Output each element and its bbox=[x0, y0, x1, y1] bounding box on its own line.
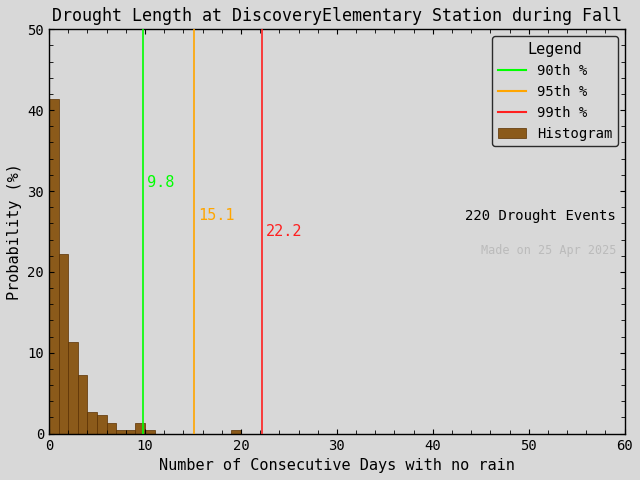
Bar bbox=[116, 430, 126, 433]
Bar bbox=[78, 375, 88, 433]
Bar bbox=[88, 411, 97, 433]
Text: Made on 25 Apr 2025: Made on 25 Apr 2025 bbox=[481, 243, 616, 257]
Text: 220 Drought Events: 220 Drought Events bbox=[465, 209, 616, 223]
Text: 15.1: 15.1 bbox=[198, 208, 234, 223]
Title: Drought Length at DiscoveryElementary Station during Fall: Drought Length at DiscoveryElementary St… bbox=[52, 7, 622, 25]
Bar bbox=[97, 415, 107, 433]
Bar bbox=[126, 430, 136, 433]
Y-axis label: Probability (%): Probability (%) bbox=[7, 163, 22, 300]
Bar bbox=[49, 99, 59, 433]
Bar bbox=[145, 430, 155, 433]
Bar bbox=[59, 253, 68, 433]
Bar bbox=[68, 342, 78, 433]
Bar bbox=[232, 430, 241, 433]
X-axis label: Number of Consecutive Days with no rain: Number of Consecutive Days with no rain bbox=[159, 458, 515, 473]
Legend: 90th %, 95th %, 99th %, Histogram: 90th %, 95th %, 99th %, Histogram bbox=[492, 36, 618, 146]
Text: 22.2: 22.2 bbox=[266, 224, 303, 239]
Bar bbox=[136, 423, 145, 433]
Bar bbox=[107, 423, 116, 433]
Text: 9.8: 9.8 bbox=[147, 175, 174, 191]
